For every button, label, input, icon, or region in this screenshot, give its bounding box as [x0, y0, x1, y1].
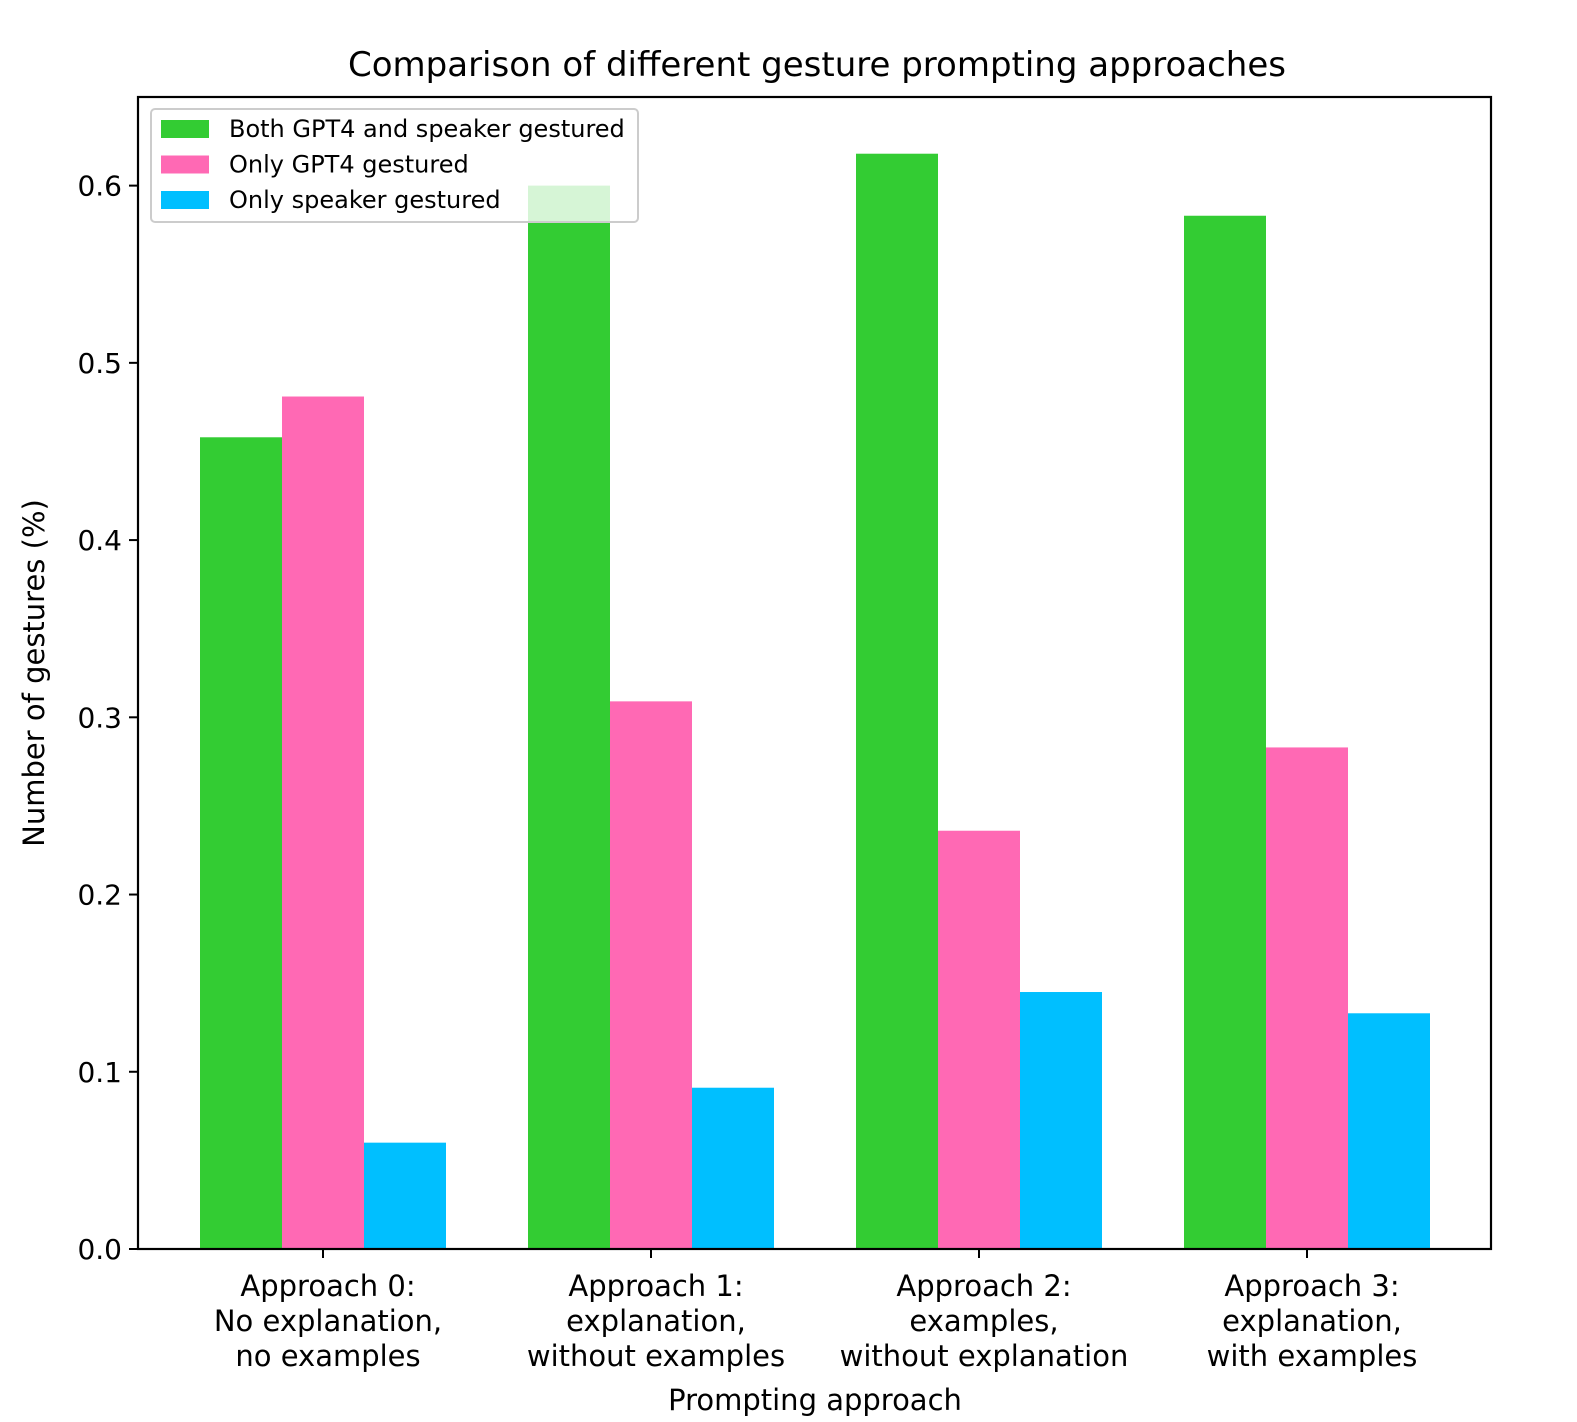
- y-tick-label: 0.0: [77, 1233, 122, 1266]
- legend-label-1: Both GPT4 and speaker gestured: [229, 115, 625, 143]
- x-axis: Approach 0:No explanation,no examples App…: [214, 1249, 1418, 1373]
- y-tick-label: 0.2: [77, 879, 122, 912]
- x-tick-label: Approach 2:: [896, 1269, 1071, 1303]
- x-tick-label: with examples: [1207, 1339, 1418, 1373]
- y-axis-label: Number of gestures (%): [17, 499, 51, 847]
- legend-swatch-2: [161, 155, 209, 174]
- legend-label-2: Only GPT4 gestured: [229, 151, 469, 179]
- bar-series-2-category-2: [938, 830, 1020, 1249]
- x-tick-label: No explanation,: [214, 1304, 442, 1338]
- x-tick-label: Approach 0:: [240, 1269, 415, 1303]
- bar-series-1-category-1: [528, 185, 610, 1250]
- legend-swatch-3: [161, 191, 209, 209]
- x-tick-label: explanation,: [1222, 1304, 1402, 1338]
- legend-label-3: Only speaker gestured: [229, 186, 501, 214]
- plot-frame: [136, 95, 1493, 1251]
- bar-series-2-category-1: [610, 701, 692, 1249]
- bar-series-2-category-3: [1266, 747, 1348, 1249]
- x-tick-label: without examples: [527, 1339, 785, 1373]
- y-tick-label: 0.4: [77, 524, 122, 557]
- x-tick-label: without explanation: [840, 1339, 1129, 1373]
- x-tick-label: Approach 3:: [1224, 1269, 1399, 1303]
- bar-series-1-category-0: [200, 437, 282, 1249]
- bar-series-2-category-0: [282, 396, 364, 1249]
- x-tick-label: Approach 1:: [568, 1269, 743, 1303]
- legend-swatch-1: [161, 120, 209, 138]
- bar-series-3-category-2: [1020, 992, 1102, 1249]
- y-axis: 0.0 0.1 0.2 0.3 0.4 0.5 0.6: [77, 170, 138, 1266]
- y-tick-label: 0.6: [77, 170, 122, 203]
- x-tick-label: examples,: [909, 1304, 1058, 1338]
- y-tick-label: 0.1: [77, 1056, 122, 1089]
- y-tick-label: 0.5: [77, 347, 122, 380]
- chart-title: Comparison of different gesture promptin…: [348, 45, 1286, 85]
- bar-series-1-category-3: [1184, 215, 1266, 1249]
- y-tick-label: 0.3: [77, 701, 122, 734]
- bar-series-3-category-0: [364, 1142, 446, 1249]
- bar-series-1-category-2: [856, 153, 938, 1249]
- bar-series-3-category-1: [692, 1087, 774, 1249]
- x-tick-label: no examples: [235, 1339, 420, 1373]
- legend: Both GPT4 and speaker gestured Only GPT4 …: [150, 108, 639, 223]
- x-tick-label: explanation,: [566, 1304, 746, 1338]
- legend-box: [150, 108, 639, 223]
- bar-series-3-category-3: [1348, 1013, 1430, 1249]
- x-axis-label: Prompting approach: [668, 1383, 962, 1417]
- bars-group: [200, 153, 1430, 1250]
